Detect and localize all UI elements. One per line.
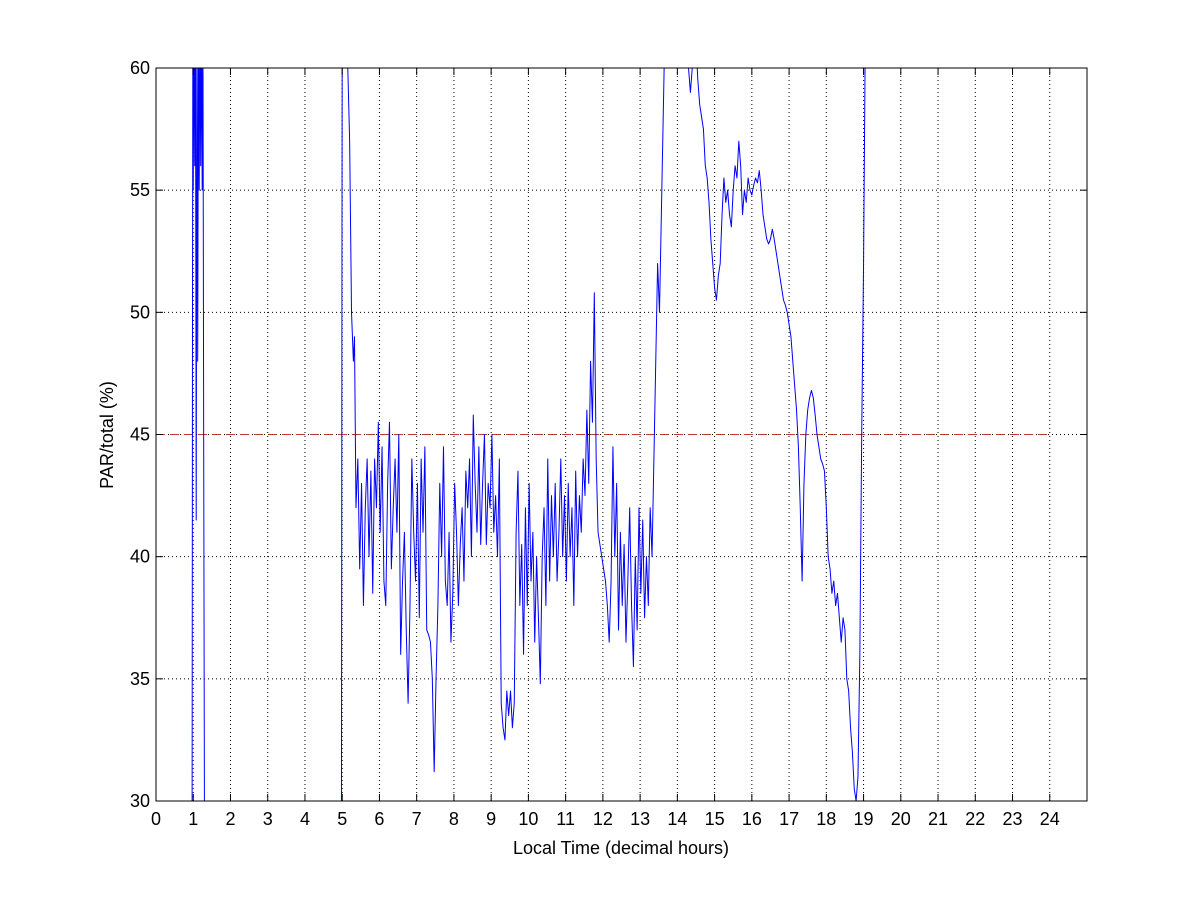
x-tick-label: 21 <box>928 809 948 829</box>
x-tick-label: 24 <box>1040 809 1060 829</box>
x-tick-label: 7 <box>412 809 422 829</box>
x-tick-label: 1 <box>188 809 198 829</box>
x-tick-label: 15 <box>705 809 725 829</box>
x-tick-label: 17 <box>779 809 799 829</box>
y-tick-labels: 30 35 40 45 50 55 60 <box>130 58 150 811</box>
x-tick-label: 14 <box>667 809 687 829</box>
x-tick-label: 16 <box>742 809 762 829</box>
x-tick-label: 11 <box>556 809 575 829</box>
x-tick-label: 8 <box>449 809 459 829</box>
x-tick-label: 4 <box>300 809 310 829</box>
x-tick-label: 2 <box>225 809 235 829</box>
y-tick-label: 50 <box>130 302 150 322</box>
x-tick-label: 12 <box>593 809 613 829</box>
x-tick-label: 3 <box>263 809 273 829</box>
x-tick-label: 5 <box>337 809 347 829</box>
y-tick-label: 30 <box>130 791 150 811</box>
data-series-group <box>191 68 866 801</box>
x-tick-label: 10 <box>518 809 538 829</box>
x-axis-label: Local Time (decimal hours) <box>513 838 729 858</box>
x-tick-label: 19 <box>854 809 874 829</box>
y-tick-label: 60 <box>130 58 150 78</box>
x-tick-label: 18 <box>816 809 836 829</box>
x-tick-labels: 0 1 2 3 4 5 6 7 8 9 10 11 12 13 14 15 16 17 18 19 20 21 22 23 24 <box>151 809 1060 829</box>
y-tick-label: 40 <box>130 547 150 567</box>
x-tick-label: 23 <box>1003 809 1023 829</box>
x-tick-label: 13 <box>630 809 650 829</box>
y-tick-label: 35 <box>130 669 150 689</box>
x-tick-label: 9 <box>486 809 496 829</box>
y-axis-label: PAR/total (%) <box>97 381 117 489</box>
series-line <box>191 68 866 801</box>
y-tick-label: 55 <box>130 180 150 200</box>
x-tick-label: 0 <box>151 809 161 829</box>
x-tick-label: 6 <box>374 809 384 829</box>
y-tick-label: 45 <box>130 425 150 445</box>
tick-marks <box>155 67 1087 802</box>
x-tick-label: 22 <box>965 809 985 829</box>
x-tick-label: 20 <box>891 809 911 829</box>
